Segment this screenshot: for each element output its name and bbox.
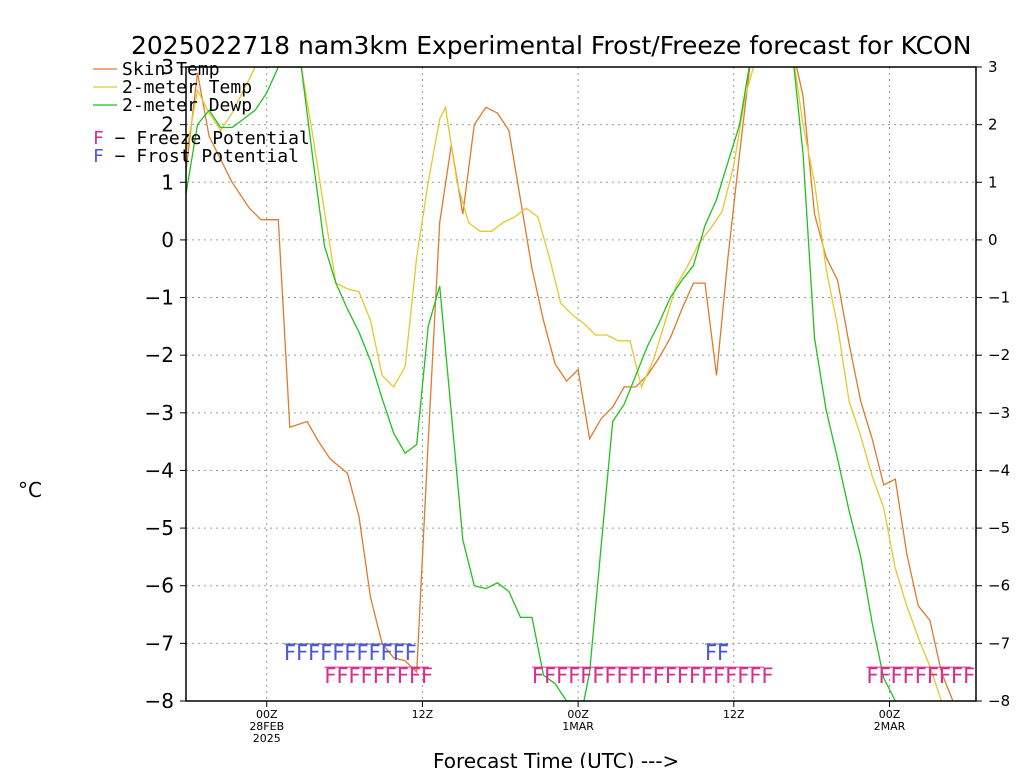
frost-potential-run: FFFFFFFFFFF — [284, 641, 417, 665]
legend-label: 2-meter Dewp — [122, 95, 252, 116]
y-tick-label: −5 — [145, 516, 174, 540]
chart-title: 2025022718 nam3km Experimental Frost/Fre… — [131, 31, 971, 60]
y-tick-label-right: −6 — [988, 577, 1010, 595]
potential-legend-entry: F − Freeze Potential — [93, 128, 310, 149]
x-tick-label: 12Z — [412, 708, 434, 721]
y-tick-label: −8 — [145, 689, 174, 713]
y-tick-label: −2 — [145, 343, 174, 367]
series-line-skin-temp — [186, 67, 954, 701]
x-tick-label: 12Z — [723, 708, 745, 721]
y-tick-label: −7 — [145, 631, 174, 655]
x-tick-label: 1MAR — [562, 720, 594, 733]
potential-legend-letter: F — [93, 146, 104, 167]
y-axis-label: °C — [18, 478, 42, 502]
potential-legend-entry: F − Frost Potential — [93, 146, 299, 167]
y-tick-label-right: −2 — [988, 346, 1010, 364]
x-tick-label: 28FEB — [249, 720, 284, 733]
series-line-2-meter-temp — [186, 67, 943, 701]
x-tick-label: 00Z — [567, 708, 589, 721]
y-tick-label: −4 — [145, 458, 174, 482]
legend-label: Skin Temp — [122, 59, 220, 80]
x-tick-label: 00Z — [879, 708, 901, 721]
potential-legend-text: − Freeze Potential — [104, 128, 310, 149]
y-tick-label-right: 1 — [988, 173, 998, 191]
y-tick-label-right: −1 — [988, 289, 1010, 307]
legend-label: 2-meter Temp — [122, 77, 252, 98]
y-tick-label: −6 — [145, 574, 174, 598]
y-tick-label-right: −8 — [988, 692, 1010, 710]
y-tick-label-right: −3 — [988, 404, 1010, 422]
y-tick-label-right: −5 — [988, 519, 1010, 537]
y-tick-label-right: 3 — [988, 58, 998, 76]
series-lines — [186, 67, 954, 701]
freeze-potential-run: FFFFFFFFF — [866, 664, 975, 688]
series-line-2-meter-dewp — [186, 67, 896, 701]
y-tick-label-right: −4 — [988, 461, 1010, 479]
y-tick-label: 3 — [161, 55, 174, 79]
y-tick-label: 0 — [161, 228, 174, 252]
potential-legend-text: − Frost Potential — [104, 146, 299, 167]
x-tick-label: 2025 — [253, 732, 281, 745]
freeze-potential-run: FFFFFFFFF — [324, 664, 433, 688]
y-tick-label: −3 — [145, 401, 174, 425]
x-tick-label: 00Z — [256, 708, 278, 721]
freeze-potential-run: FFFFFFFFFFFFFFFFFFFF — [532, 664, 774, 688]
frost-potential-run: FF — [705, 641, 729, 665]
y-axis-ticks: 3 3 2 2 1 1 0 0 −1 −1 −2 −2 −3 −3 −4 −4 −5 −5 −6 −6 −7 −7 −8 −8 — [145, 55, 1011, 713]
y-tick-label-right: 2 — [988, 116, 998, 134]
y-tick-label: −1 — [145, 286, 174, 310]
potential-legend-letter: F — [93, 128, 104, 149]
plot-frame — [185, 66, 977, 702]
y-tick-label: 2 — [161, 113, 174, 137]
y-tick-label: 1 — [161, 170, 174, 194]
grid-lines — [186, 67, 976, 701]
y-tick-label-right: 0 — [988, 231, 998, 249]
y-tick-label-right: −7 — [988, 634, 1010, 652]
potential-markers: FFFFFFFFFFF FFFFFFFFFFF FFFFFFFFFFFFFFFFFF… — [284, 641, 975, 688]
x-tick-label: 2MAR — [874, 720, 906, 733]
x-axis-label: Forecast Time (UTC) ---> — [433, 749, 679, 768]
